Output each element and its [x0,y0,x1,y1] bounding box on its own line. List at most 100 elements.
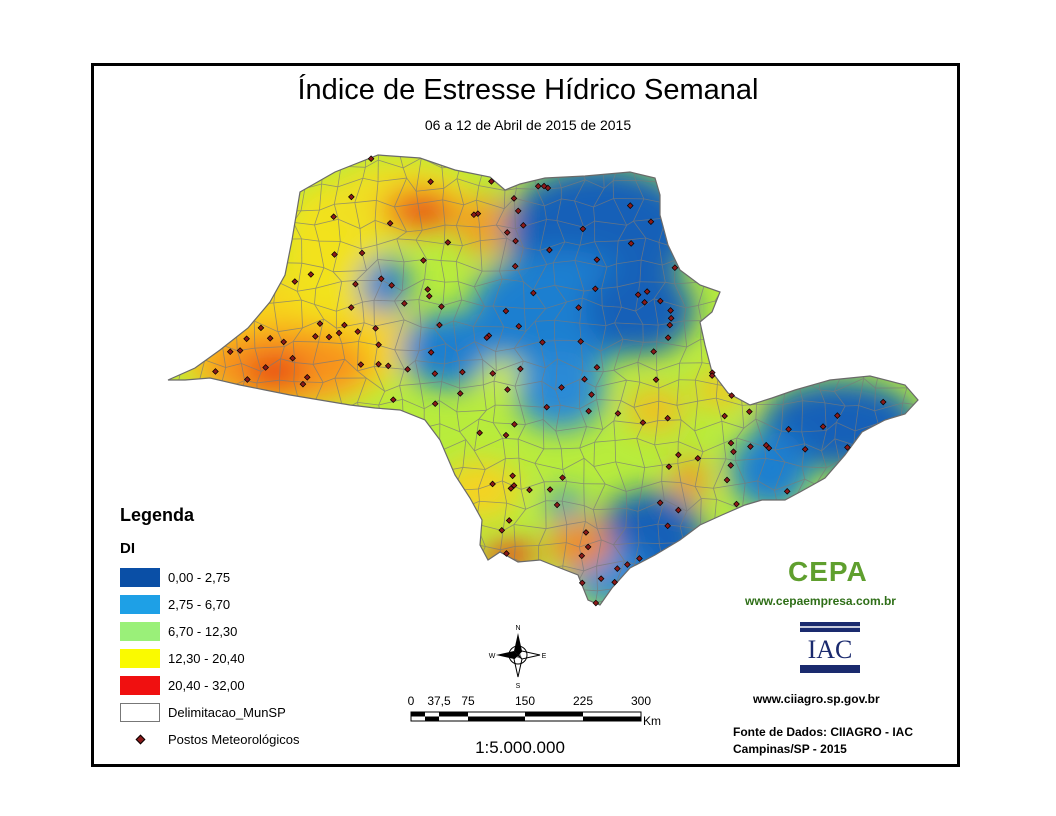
municipal-border [279,518,283,540]
municipal-border [254,346,285,349]
municipal-border [399,142,419,150]
municipal-border [613,198,628,226]
municipal-border [798,206,825,212]
municipal-border [173,223,183,248]
municipal-border [683,307,687,321]
station-marker [636,555,643,562]
municipal-border [676,405,682,420]
municipal-border [514,386,521,406]
municipal-border [763,181,779,186]
municipal-border [377,155,380,161]
station-marker [503,550,510,557]
station-marker [844,444,851,451]
station-marker [341,321,348,329]
municipal-border [566,297,583,303]
station-marker [431,370,439,377]
station-marker [879,398,887,406]
station-marker [634,291,642,299]
municipal-border [376,238,397,246]
municipal-border [700,140,722,142]
municipal-border [474,278,503,288]
municipal-border [613,420,616,441]
municipal-border [840,179,842,207]
municipal-border [638,542,660,544]
municipal-border [263,440,282,449]
municipal-border [596,528,602,541]
municipal-border [155,339,166,372]
municipal-border [500,138,525,149]
state-outline [167,154,919,606]
municipal-border [219,427,225,451]
legend-item-3: 6,70 - 12,30 [120,621,237,641]
municipal-border [257,201,264,225]
municipal-border [741,266,744,291]
station-marker [483,334,491,341]
municipal-border [658,400,677,406]
municipal-border [592,509,598,529]
compass-e: E [542,653,547,660]
municipal-border [213,162,218,191]
municipal-border [874,560,904,563]
municipal-border [655,602,681,605]
municipal-border [341,343,346,360]
municipal-border [639,281,666,283]
municipal-border [396,562,405,580]
municipal-border [685,305,699,309]
iac-logo: IAC [800,622,860,678]
municipal-border [895,198,918,211]
municipal-border [157,224,161,249]
municipal-border [735,519,745,550]
municipal-border [842,258,865,264]
municipal-border [724,179,745,187]
municipal-border [357,467,362,490]
station-markers [212,155,887,607]
municipal-border [644,464,663,469]
municipal-border [536,189,545,207]
municipal-border [858,405,875,412]
municipal-border [886,539,901,551]
municipal-border [874,388,876,411]
municipal-border [826,422,837,431]
municipal-border [168,258,187,263]
municipal-border [157,249,162,259]
municipal-border [562,457,585,470]
municipal-border [474,437,503,452]
municipal-border [613,588,623,600]
compass-s: S [516,683,521,690]
municipal-border [678,441,704,453]
municipal-border [420,562,426,587]
municipal-border [168,441,184,448]
municipal-border [293,341,319,343]
municipal-border [335,155,342,167]
scale-ratio: 1:5.000.000 [475,738,565,757]
municipal-border [373,366,386,392]
municipal-border [256,465,282,468]
municipal-border [312,358,345,365]
municipal-border [903,561,918,564]
municipal-border [903,318,906,343]
data-source-credits: Fonte de Dados: CIIAGRO - IAC Campinas/S… [733,724,913,758]
municipal-border [594,440,616,443]
municipal-border [394,203,419,208]
municipal-border [922,485,923,503]
station-marker [543,403,551,411]
municipal-border [357,440,365,468]
municipal-border [256,371,262,384]
station-marker [581,375,588,383]
municipal-border [583,457,595,467]
municipal-border [657,524,660,544]
municipal-border [862,342,865,370]
station-marker [431,400,439,408]
map-title: Índice de Estresse Hídrico Semanal [297,74,759,106]
municipal-border [815,347,817,364]
municipal-border [194,188,215,191]
municipal-border [740,358,762,366]
municipal-border [378,391,386,406]
municipal-border [902,598,918,605]
municipal-border [168,323,180,326]
municipal-border [561,198,575,202]
municipal-border [424,259,428,280]
municipal-border [805,258,827,268]
municipal-border [893,361,918,373]
municipal-border [473,270,483,287]
